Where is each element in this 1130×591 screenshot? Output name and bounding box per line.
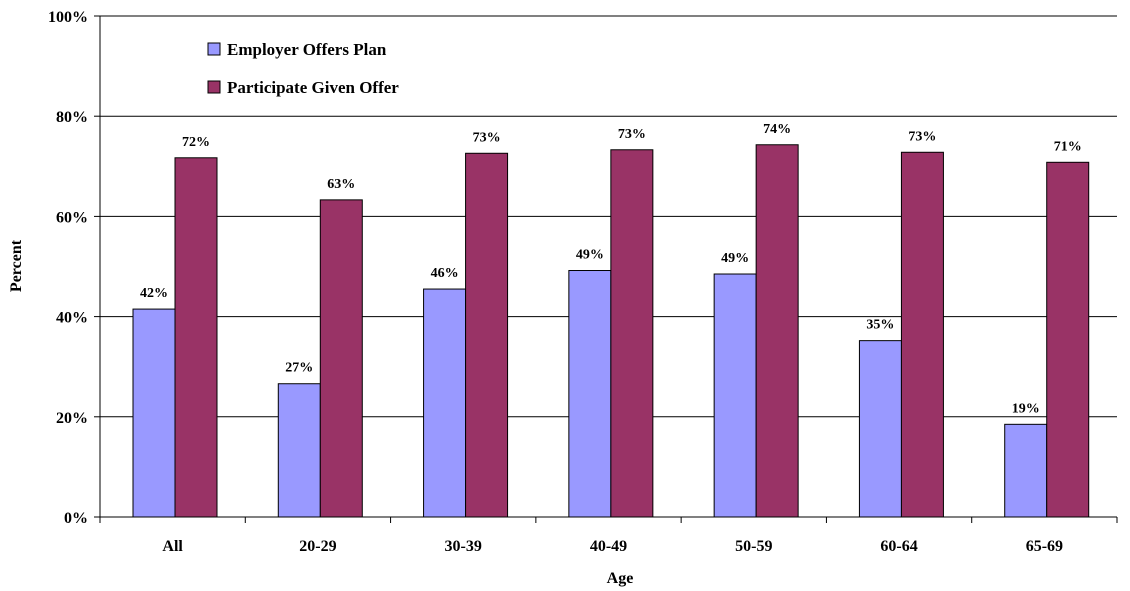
data-label-participate-given-offer-50-59: 74%: [763, 122, 791, 137]
bar-participate-given-offer-20-29: [319, 199, 363, 518]
data-label-employer-offers-plan-20-29: 27%: [285, 361, 313, 376]
data-label-employer-offers-plan-65-69: 19%: [1012, 401, 1040, 416]
bars: [132, 144, 1090, 518]
x-tick-label-60-64: 60-64: [880, 538, 917, 555]
gridlines: [100, 15, 1117, 418]
data-label-employer-offers-plan-40-49: 49%: [576, 248, 604, 263]
legend-swatch-employer-offers-plan: [207, 42, 221, 56]
x-axis-title: Age: [607, 570, 634, 587]
bar-employer-offers-plan-20-29: [277, 383, 321, 518]
data-label-participate-given-offer-all: 72%: [182, 135, 210, 150]
bar-employer-offers-plan-40-49: [568, 270, 612, 518]
axes: [94, 15, 1118, 523]
x-tick-label-40-49: 40-49: [590, 538, 627, 555]
data-label-participate-given-offer-65-69: 71%: [1054, 139, 1082, 154]
bar-participate-given-offer-40-49: [610, 149, 654, 518]
bar-employer-offers-plan-30-39: [423, 288, 467, 518]
bar-participate-given-offer-65-69: [1046, 161, 1090, 518]
legend-swatch-participate-given-offer: [207, 80, 221, 94]
y-tick-label-80: 80%: [56, 109, 88, 126]
x-tick-label-50-59: 50-59: [735, 538, 772, 555]
data-label-participate-given-offer-30-39: 73%: [473, 130, 501, 145]
bar-employer-offers-plan-50-59: [713, 273, 757, 518]
bar-participate-given-offer-30-39: [465, 152, 509, 518]
data-labels: 42% 72% 27% 63% 46% 73% 49% 73% 49% 74% 35% 73% 19% 7…: [140, 122, 1082, 417]
bar-participate-given-offer-60-64: [900, 151, 944, 518]
y-tick-label-40: 40%: [56, 310, 88, 327]
data-label-employer-offers-plan-50-59: 49%: [721, 251, 749, 266]
x-tick-label-all: All: [162, 538, 183, 555]
x-tick-label-30-39: 30-39: [445, 538, 482, 555]
x-tick-label-65-69: 65-69: [1026, 538, 1063, 555]
bar-employer-offers-plan-all: [132, 308, 176, 518]
legend-label-employer-offers-plan: Employer Offers Plan: [227, 40, 387, 59]
y-tick-label-20: 20%: [56, 410, 88, 427]
x-tick-label-20-29: 20-29: [299, 538, 336, 555]
y-tick-label-100: 100%: [48, 9, 88, 26]
y-axis-title: Percent: [8, 239, 25, 292]
data-label-participate-given-offer-20-29: 63%: [327, 177, 355, 192]
y-tick-labels: 0% 20% 40% 60% 80% 100%: [48, 9, 88, 527]
bar-employer-offers-plan-60-64: [858, 340, 902, 518]
data-label-participate-given-offer-40-49: 73%: [618, 127, 646, 142]
legend: Employer Offers Plan Participate Given O…: [207, 40, 399, 97]
bar-participate-given-offer-50-59: [755, 144, 799, 518]
data-label-participate-given-offer-60-64: 73%: [908, 129, 936, 144]
bar-participate-given-offer-all: [174, 157, 218, 518]
x-tick-labels: All 20-29 30-39 40-49 50-59 60-64 65-69: [162, 538, 1063, 555]
data-label-employer-offers-plan-60-64: 35%: [866, 318, 894, 333]
legend-label-participate-given-offer: Participate Given Offer: [227, 78, 399, 97]
y-tick-label-0: 0%: [64, 510, 88, 527]
data-label-employer-offers-plan-30-39: 46%: [431, 266, 459, 281]
y-tick-label-60: 60%: [56, 209, 88, 226]
data-label-employer-offers-plan-all: 42%: [140, 286, 168, 301]
bar-employer-offers-plan-65-69: [1004, 423, 1048, 518]
